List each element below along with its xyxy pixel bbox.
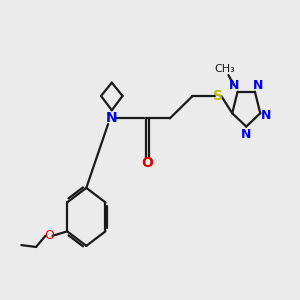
Text: N: N [106,111,118,125]
Text: N: N [229,79,239,92]
Text: N: N [253,79,264,92]
Text: N: N [241,128,251,141]
Text: S: S [213,89,223,103]
Text: CH₃: CH₃ [214,64,235,74]
Text: N: N [261,109,271,122]
Text: O: O [44,229,54,242]
Text: O: O [141,156,153,170]
